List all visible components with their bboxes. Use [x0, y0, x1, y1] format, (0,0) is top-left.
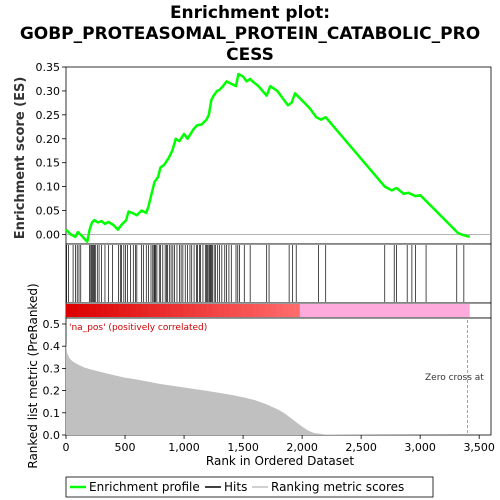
legend: Enrichment profile Hits Ranking metric s… [65, 476, 434, 498]
color-bar-positive-segment [241, 304, 248, 317]
color-bar-positive-segment [95, 304, 102, 317]
color-bar-panel [65, 302, 492, 319]
color-bar-negative-segment [299, 304, 470, 317]
title-line-2: GOBP_PROTEASOMAL_PROTEIN_CATABOLIC_PRO [20, 24, 480, 44]
color-bar-positive-segment [212, 304, 219, 317]
es-tick-label: 0.05 [36, 205, 61, 218]
x-tick-label: 2,500 [345, 441, 377, 454]
title-line-1: Enrichment plot: [170, 3, 330, 23]
title-line-3: CESS [226, 45, 274, 65]
color-bar-positive-segment [229, 304, 236, 317]
color-bar-positive-segment [223, 304, 231, 317]
color-bar-positive-segment [247, 304, 254, 317]
color-bar-positive-segment [147, 304, 155, 317]
color-bar-positive-segment [200, 304, 207, 317]
x-tick-label: 500 [115, 441, 136, 454]
color-bar-positive-segment [165, 304, 172, 317]
color-bar-positive-segment [194, 304, 201, 317]
zero-cross-note: Zero cross at [425, 373, 484, 383]
color-bar-positive-segment [177, 304, 184, 317]
rank-panel: 0.5 0.4 0.3 0.2 0.1 0.0 'na_pos' (positively … [26, 283, 492, 469]
rank-tick-label: 0.1 [43, 407, 61, 420]
color-bar-positive-segment [182, 304, 190, 317]
color-bar [66, 304, 470, 317]
color-bar-positive-segment [276, 304, 283, 317]
legend-frame [65, 476, 434, 498]
color-bar-positive-segment [141, 304, 149, 317]
color-bar-positive-segment [217, 304, 225, 317]
color-bar-positive-segment [288, 304, 295, 317]
legend-hits-label: Hits [224, 480, 247, 494]
enrichment-profile-line [65, 72, 471, 243]
x-tick-label: 2,000 [286, 441, 318, 454]
color-bar-positive-segment [153, 304, 160, 317]
es-tick-label: 0.20 [36, 133, 61, 146]
color-bar-positive-segment [66, 304, 73, 317]
color-bar-positive-segment [83, 304, 90, 317]
x-tick-label: 3,000 [404, 441, 436, 454]
color-bar-positive-segment [258, 304, 266, 317]
x-tick-label: 1,000 [168, 441, 200, 454]
rank-tick-label: 0.0 [43, 429, 61, 442]
rank-axis-label: Ranked list metric (PreRanked) [26, 283, 40, 468]
color-bar-positive-segment [159, 304, 166, 317]
color-bar-positive-segment [118, 304, 125, 317]
color-bar-positive-segment [130, 304, 137, 317]
x-tick-label: 0 [63, 441, 70, 454]
color-bar-positive-segment [206, 304, 213, 317]
es-tick-label: 0.15 [36, 157, 61, 170]
rank-axis-ticks: 0.5 0.4 0.3 0.2 0.1 0.0 [43, 318, 66, 442]
es-tick-label: 0.35 [36, 61, 61, 74]
color-bar-positive-segment [270, 304, 277, 317]
x-tick-label: 3,500 [463, 441, 495, 454]
hits-panel [65, 243, 492, 304]
es-panel: 0.35 0.30 0.25 0.20 0.15 0.10 0.05 0.00 Enrichm… [13, 61, 492, 245]
rank-tick-label: 0.2 [43, 385, 61, 398]
color-bar-positive-segment [293, 304, 301, 317]
positive-correlation-note: 'na_pos' (positively correlated) [69, 323, 207, 333]
x-tick-label: 1,500 [227, 441, 259, 454]
legend-enrichment-label: Enrichment profile [89, 480, 200, 494]
hit-lines [66, 245, 465, 302]
legend-ranking-label: Ranking metric scores [271, 480, 404, 494]
x-axis-label: Rank in Ordered Dataset [206, 454, 354, 468]
x-axis-ticks: 0 500 1,000 1,500 2,000 2,500 3,000 3,500 [63, 435, 495, 454]
es-axis-label: Enrichment score (ES) [13, 77, 28, 240]
hits-panel-frame [65, 243, 492, 304]
color-bar-positive-segment [136, 304, 143, 317]
color-bar-positive-segment [253, 304, 260, 317]
color-bar-positive-segment [264, 304, 272, 317]
rank-tick-label: 0.5 [43, 318, 61, 331]
es-tick-label: 0.00 [36, 228, 61, 241]
rank-tick-label: 0.3 [43, 362, 61, 375]
color-bar-positive-segment [112, 304, 120, 317]
es-tick-label: 0.25 [36, 109, 61, 122]
color-bar-positive-segment [106, 304, 114, 317]
color-bar-positive-segment [188, 304, 196, 317]
color-bar-positive-segment [89, 304, 96, 317]
es-tick-label: 0.30 [36, 85, 61, 98]
color-bar-positive-segment [71, 304, 79, 317]
es-tick-label: 0.10 [36, 181, 61, 194]
color-bar-positive-segment [235, 304, 242, 317]
color-bar-positive-segment [101, 304, 108, 317]
es-axis-ticks: 0.35 0.30 0.25 0.20 0.15 0.10 0.05 0.00 [36, 61, 66, 241]
rank-tick-label: 0.4 [43, 340, 61, 353]
ranking-metric-area [66, 343, 468, 435]
color-bar-positive-segment [171, 304, 178, 317]
color-bar-positive-segment [77, 304, 85, 317]
color-bar-positive-segment [124, 304, 131, 317]
color-bar-positive-segment [282, 304, 289, 317]
